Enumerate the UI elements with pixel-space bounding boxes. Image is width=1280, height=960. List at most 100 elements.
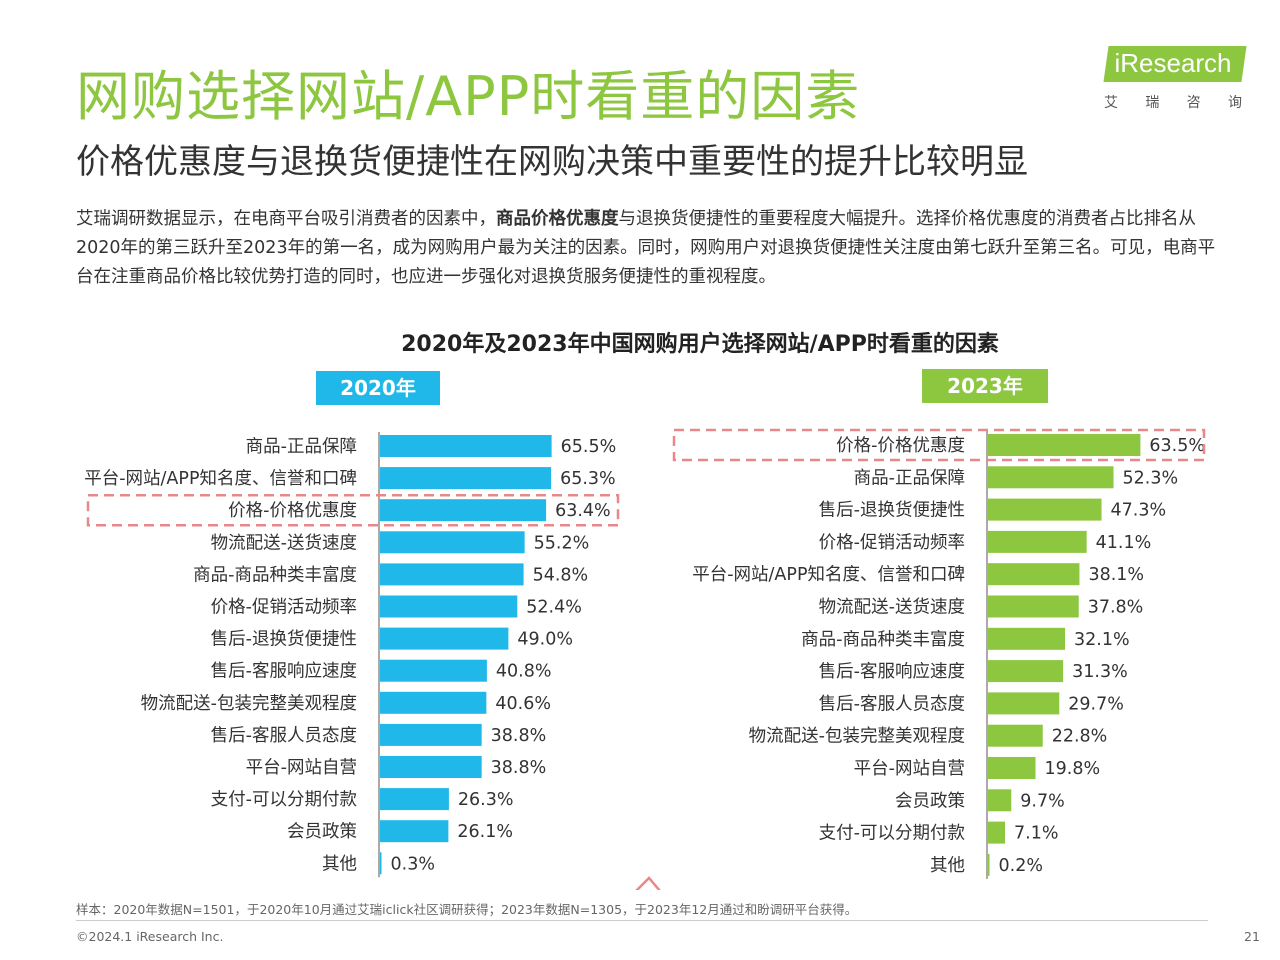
logo-cn-char: 艾	[1104, 95, 1118, 111]
bar-2020	[380, 788, 449, 811]
bar-2020	[380, 531, 525, 554]
logo-cn-char: 咨	[1186, 95, 1201, 111]
category-label-2023: 售后-客服响应速度	[819, 662, 965, 682]
rank-up-arrow-head-icon	[635, 876, 661, 890]
category-label-2020: 售后-客服人员态度	[211, 726, 357, 746]
category-label-2023: 平台-网站/APP知名度、信誉和口碑	[692, 565, 965, 585]
value-label-2020: 26.3%	[458, 790, 514, 810]
bar-2020	[380, 691, 487, 714]
bar-chart: 商品-正品保障 65.5% 平台-网站/APP知名度、信誉和口碑 65.3% 价格-价格…	[84, 428, 1206, 890]
category-label-2020: 商品-正品保障	[246, 437, 357, 457]
value-label-2023: 63.5%	[1149, 436, 1205, 456]
bar-2023	[988, 434, 1141, 456]
logo-text: iResearch	[1114, 48, 1232, 78]
category-label-2023: 平台-网站自营	[854, 759, 965, 779]
bar-2023	[988, 627, 1066, 650]
chart-title: 2020年及2023年中国网购用户选择网站/APP时看重的因素	[401, 332, 999, 357]
bar-2020	[380, 659, 487, 682]
iresearch-logo: iResearch 艾 瑞 咨 询	[1098, 42, 1248, 112]
bar-2023	[988, 660, 1064, 683]
highlight-box-2020	[86, 493, 620, 527]
page-title: 网购选择网站/APP时看重的因素	[76, 65, 861, 128]
value-label-2023: 41.1%	[1096, 533, 1152, 553]
bar-2020	[380, 435, 552, 457]
page-subtitle: 价格优惠度与退换货便捷性在网购决策中重要性的提升比较明显	[76, 142, 1028, 182]
value-label-2023: 38.1%	[1088, 565, 1144, 585]
category-label-2020: 商品-商品种类丰富度	[193, 565, 357, 585]
highlight-box-2023	[672, 428, 1206, 462]
category-label-2020: 会员政策	[287, 822, 357, 842]
value-label-2020: 52.4%	[526, 598, 582, 618]
value-label-2023: 19.8%	[1045, 759, 1101, 779]
value-label-2020: 40.8%	[496, 662, 552, 682]
logo-cn-char: 询	[1227, 95, 1242, 111]
category-label-2023: 商品-正品保障	[854, 468, 965, 488]
bar-2023	[988, 692, 1060, 715]
value-label-2023: 9.7%	[1020, 791, 1064, 811]
value-label-2020: 49.0%	[517, 630, 573, 650]
category-label-2020: 平台-网站自营	[246, 758, 357, 778]
value-label-2023: 7.1%	[1014, 824, 1058, 844]
bar-2023	[988, 853, 990, 876]
bar-2020	[380, 852, 382, 875]
value-label-2020: 55.2%	[534, 533, 590, 553]
category-label-2020: 物流配送-包装完整美观程度	[141, 694, 357, 714]
bar-2020	[380, 467, 552, 490]
bar-2023	[988, 724, 1043, 747]
category-label-2023: 价格-价格优惠度	[836, 436, 965, 456]
category-label-2023: 其他	[930, 856, 965, 876]
bar-2020	[380, 820, 449, 843]
category-label-2023: 售后-退换货便捷性	[819, 501, 965, 521]
value-label-2023: 22.8%	[1052, 727, 1108, 747]
value-label-2020: 65.5%	[561, 437, 617, 457]
logo-cn-char: 瑞	[1145, 95, 1160, 111]
value-label-2023: 0.2%	[999, 856, 1043, 876]
bar-2023	[988, 821, 1006, 844]
category-label-2023: 支付-可以分期付款	[819, 824, 965, 844]
year-tag-2023: 2023年	[922, 369, 1048, 403]
value-label-2020: 38.8%	[491, 726, 547, 746]
category-label-2020: 价格-价格优惠度	[228, 501, 357, 521]
value-label-2023: 32.1%	[1074, 630, 1130, 650]
value-label-2020: 38.8%	[491, 758, 547, 778]
page-number: 21	[1244, 929, 1260, 944]
description-pre: 艾瑞调研数据显示，在电商平台吸引消费者的因素中，	[76, 209, 496, 229]
bar-2023	[988, 789, 1012, 812]
value-label-2020: 0.3%	[391, 854, 435, 874]
value-label-2020: 40.6%	[495, 694, 551, 714]
category-label-2020: 支付-可以分期付款	[211, 790, 357, 810]
bar-2020	[380, 627, 509, 650]
bar-2023	[988, 530, 1087, 553]
category-label-2020: 售后-退换货便捷性	[211, 630, 357, 650]
category-label-2020: 物流配送-送货速度	[211, 533, 357, 553]
value-label-2020: 65.3%	[560, 469, 616, 489]
bar-2023	[988, 563, 1080, 586]
description-paragraph: 艾瑞调研数据显示，在电商平台吸引消费者的因素中，商品价格优惠度与退换货便捷性的重…	[76, 205, 1216, 292]
bar-2020	[380, 723, 482, 746]
footnote: 样本：2020年数据N=1501，于2020年10月通过艾瑞iclick社区调研…	[76, 902, 858, 917]
category-label-2023: 售后-客服人员态度	[819, 694, 965, 714]
footer-divider	[76, 920, 1208, 921]
description-post: 与退换货便捷性的重要程度大幅提升。选择价格优惠度的消费者占比排名从2020年的第…	[76, 209, 1216, 287]
category-label-2023: 物流配送-包装完整美观程度	[749, 727, 965, 747]
value-label-2023: 31.3%	[1072, 662, 1128, 682]
category-label-2020: 售后-客服响应速度	[211, 662, 357, 682]
value-label-2023: 47.3%	[1111, 501, 1167, 521]
bar-2020	[380, 595, 518, 618]
bar-2020	[380, 499, 547, 522]
bar-2020	[380, 563, 524, 586]
copyright: ©2024.1 iResearch Inc.	[76, 929, 224, 944]
bar-2023	[988, 595, 1079, 618]
year-tag-2020: 2020年	[316, 371, 440, 405]
value-label-2023: 29.7%	[1068, 694, 1124, 714]
bar-2020	[380, 756, 482, 778]
value-label-2023: 37.8%	[1088, 598, 1144, 618]
category-label-2020: 其他	[322, 854, 357, 874]
category-label-2023: 会员政策	[895, 791, 965, 811]
category-label-2020: 平台-网站/APP知名度、信誉和口碑	[84, 469, 357, 489]
value-label-2020: 54.8%	[533, 565, 589, 585]
category-label-2020: 价格-促销活动频率	[211, 598, 357, 618]
category-label-2023: 价格-促销活动频率	[819, 533, 965, 553]
category-label-2023: 商品-商品种类丰富度	[801, 630, 965, 650]
value-label-2020: 63.4%	[555, 501, 611, 521]
